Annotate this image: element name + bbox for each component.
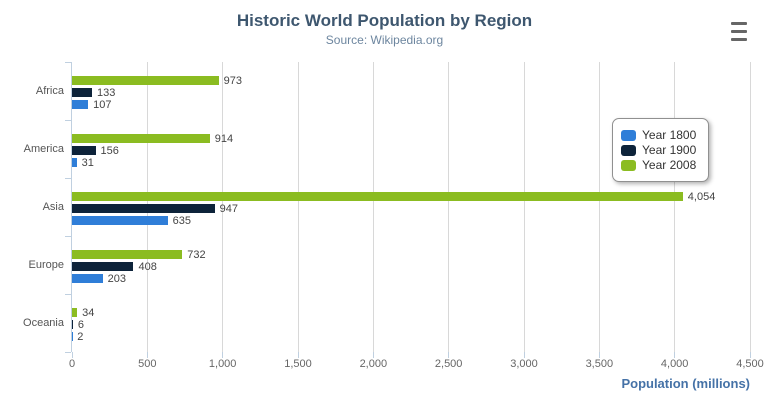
x-tick-label: 2,500 — [434, 358, 463, 370]
chart-subtitle: Source: Wikipedia.org — [325, 33, 444, 47]
data-label: 635 — [172, 215, 192, 227]
category-axis-tick — [65, 351, 71, 353]
bar-america-year-1900[interactable] — [72, 146, 96, 155]
bar-america-year-2008[interactable] — [72, 134, 210, 143]
category-axis-tick — [65, 119, 71, 121]
legend-label: Year 1900 — [642, 143, 697, 157]
category-axis-tick — [65, 61, 71, 63]
data-label: 6 — [77, 319, 85, 331]
legend-item-year-1800[interactable]: Year 1800 — [621, 128, 696, 142]
legend: Year 1800 Year 1900 Year 2008 — [612, 118, 710, 182]
data-label: 133 — [97, 87, 116, 99]
x-axis-tick — [297, 352, 299, 358]
x-axis-tick — [448, 352, 450, 358]
data-label: 156 — [100, 145, 119, 157]
x-axis-tick — [146, 352, 148, 358]
x-tick-label: 4,500 — [736, 358, 764, 370]
data-label: 732 — [187, 249, 206, 261]
gridline — [222, 62, 224, 352]
x-tick-label: 500 — [138, 358, 157, 370]
data-label: 107 — [93, 99, 112, 111]
x-axis-tick — [71, 352, 73, 358]
x-tick-label: 3,000 — [510, 358, 538, 370]
legend-label: Year 1800 — [642, 128, 697, 142]
legend-swatch-icon — [621, 144, 636, 156]
data-label: 973 — [223, 75, 242, 87]
export-menu-button[interactable] — [731, 22, 748, 41]
category-label-europe: Europe — [28, 259, 64, 271]
legend-swatch-icon — [621, 159, 636, 171]
plot-area: 0 500 1,000 1,500 2,000 2,500 3,000 3,500 4,000 4… — [23, 61, 764, 370]
gridline — [297, 62, 299, 352]
gridline — [523, 62, 525, 352]
data-label: 34 — [82, 307, 95, 319]
bar-oceania-year-1900[interactable] — [72, 320, 73, 329]
x-tick-label: 0 — [68, 358, 76, 370]
category-label-oceania: Oceania — [23, 317, 64, 329]
x-axis-title: Population (millions) — [621, 376, 750, 391]
legend-swatch-icon — [621, 129, 636, 141]
category-axis-tick — [65, 293, 71, 295]
data-label: 2 — [77, 331, 84, 343]
data-label: 914 — [214, 133, 234, 145]
gridline — [448, 62, 450, 352]
hamburger-menu-icon — [731, 30, 747, 33]
gridline — [598, 62, 600, 352]
category-axis-tick — [65, 235, 71, 237]
bar-oceania-year-2008[interactable] — [72, 308, 78, 317]
data-label: 408 — [138, 261, 157, 273]
hamburger-menu-icon — [731, 38, 747, 41]
x-tick-label: 4,000 — [660, 358, 689, 370]
legend-label: Year 2008 — [642, 158, 697, 172]
bar-africa-year-1900[interactable] — [72, 88, 93, 97]
bar-europe-year-1800[interactable] — [72, 274, 103, 283]
gridline — [372, 62, 374, 352]
bar-asia-year-1800[interactable] — [72, 216, 168, 225]
x-tick-label: 1,000 — [208, 358, 237, 370]
x-axis-tick — [372, 352, 374, 358]
x-axis-tick — [523, 352, 525, 358]
bar-africa-year-1800[interactable] — [72, 100, 89, 109]
category-label-asia: Asia — [42, 201, 64, 213]
data-label: 203 — [107, 273, 126, 285]
data-label: 947 — [219, 203, 239, 215]
x-axis-tick — [598, 352, 600, 358]
data-label: 31 — [81, 157, 94, 169]
bar-asia-year-2008[interactable] — [72, 192, 683, 201]
legend-item-year-2008[interactable]: Year 2008 — [621, 158, 696, 172]
hamburger-menu-icon — [731, 22, 747, 25]
category-label-africa: Africa — [35, 85, 64, 97]
x-axis-tick — [674, 352, 676, 358]
category-axis-tick — [65, 177, 71, 179]
category-axis-line — [71, 62, 72, 352]
gridline — [674, 62, 676, 352]
chart-title: Historic World Population by Region — [236, 11, 533, 30]
x-tick-label: 3,500 — [585, 358, 614, 370]
x-tick-label: 1,500 — [284, 358, 312, 370]
x-axis-tick — [749, 352, 751, 358]
gridline — [749, 62, 751, 352]
bar-europe-year-2008[interactable] — [72, 250, 183, 259]
category-label-america: America — [23, 143, 64, 155]
bar-america-year-1800[interactable] — [72, 158, 77, 167]
x-tick-label: 2,000 — [359, 358, 388, 370]
data-label: 4,054 — [687, 191, 716, 203]
x-axis-tick — [222, 352, 224, 358]
bar-asia-year-1900[interactable] — [72, 204, 215, 213]
bar-europe-year-1900[interactable] — [72, 262, 134, 271]
legend-item-year-1900[interactable]: Year 1900 — [621, 143, 696, 157]
bar-africa-year-2008[interactable] — [72, 76, 219, 85]
